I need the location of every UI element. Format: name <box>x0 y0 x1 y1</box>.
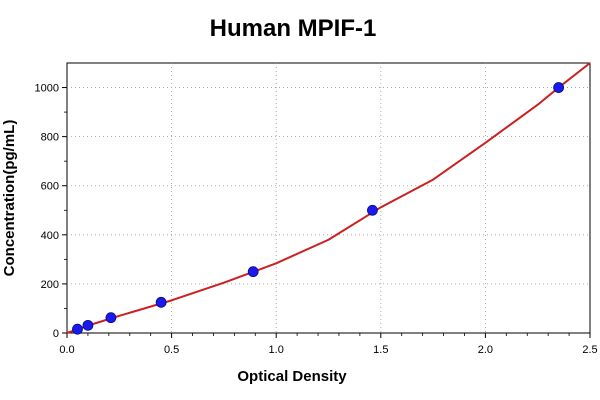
grid-lines <box>67 63 590 333</box>
data-point <box>553 82 565 93</box>
y-tick-label: 0 <box>53 328 59 340</box>
y-tick-label: 800 <box>41 132 59 144</box>
y-tick-label: 600 <box>41 181 59 193</box>
fit-curve-line <box>66 62 591 334</box>
data-points <box>72 82 565 335</box>
fit-curve <box>66 62 591 334</box>
axis-ticks: 0.0 0.5 1.0 1.5 2.0 2.5 0 200 400 600 800 1000 <box>35 83 598 356</box>
x-tick-label: 2.5 <box>582 344 597 356</box>
data-point <box>155 296 167 308</box>
data-point <box>82 319 94 331</box>
x-tick-label: 1.0 <box>269 344 284 356</box>
y-axis-label: Concentration(pg/mL) <box>1 120 18 277</box>
data-point <box>72 323 83 335</box>
x-tick-label: 0.0 <box>59 344 74 356</box>
x-tick-label: 0.5 <box>164 344 179 356</box>
y-tick-label: 200 <box>41 279 59 291</box>
data-point <box>247 266 259 278</box>
y-tick-label: 400 <box>41 230 59 242</box>
data-point <box>105 312 117 324</box>
x-tick-label: 2.0 <box>478 344 493 356</box>
plot-area <box>66 62 591 334</box>
chart-title: Human MPIF-1 <box>210 15 377 42</box>
x-axis-label: Optical Density <box>237 368 347 385</box>
y-tick-label: 1000 <box>35 83 59 95</box>
data-point <box>367 204 378 216</box>
x-tick-label: 1.5 <box>373 344 388 356</box>
